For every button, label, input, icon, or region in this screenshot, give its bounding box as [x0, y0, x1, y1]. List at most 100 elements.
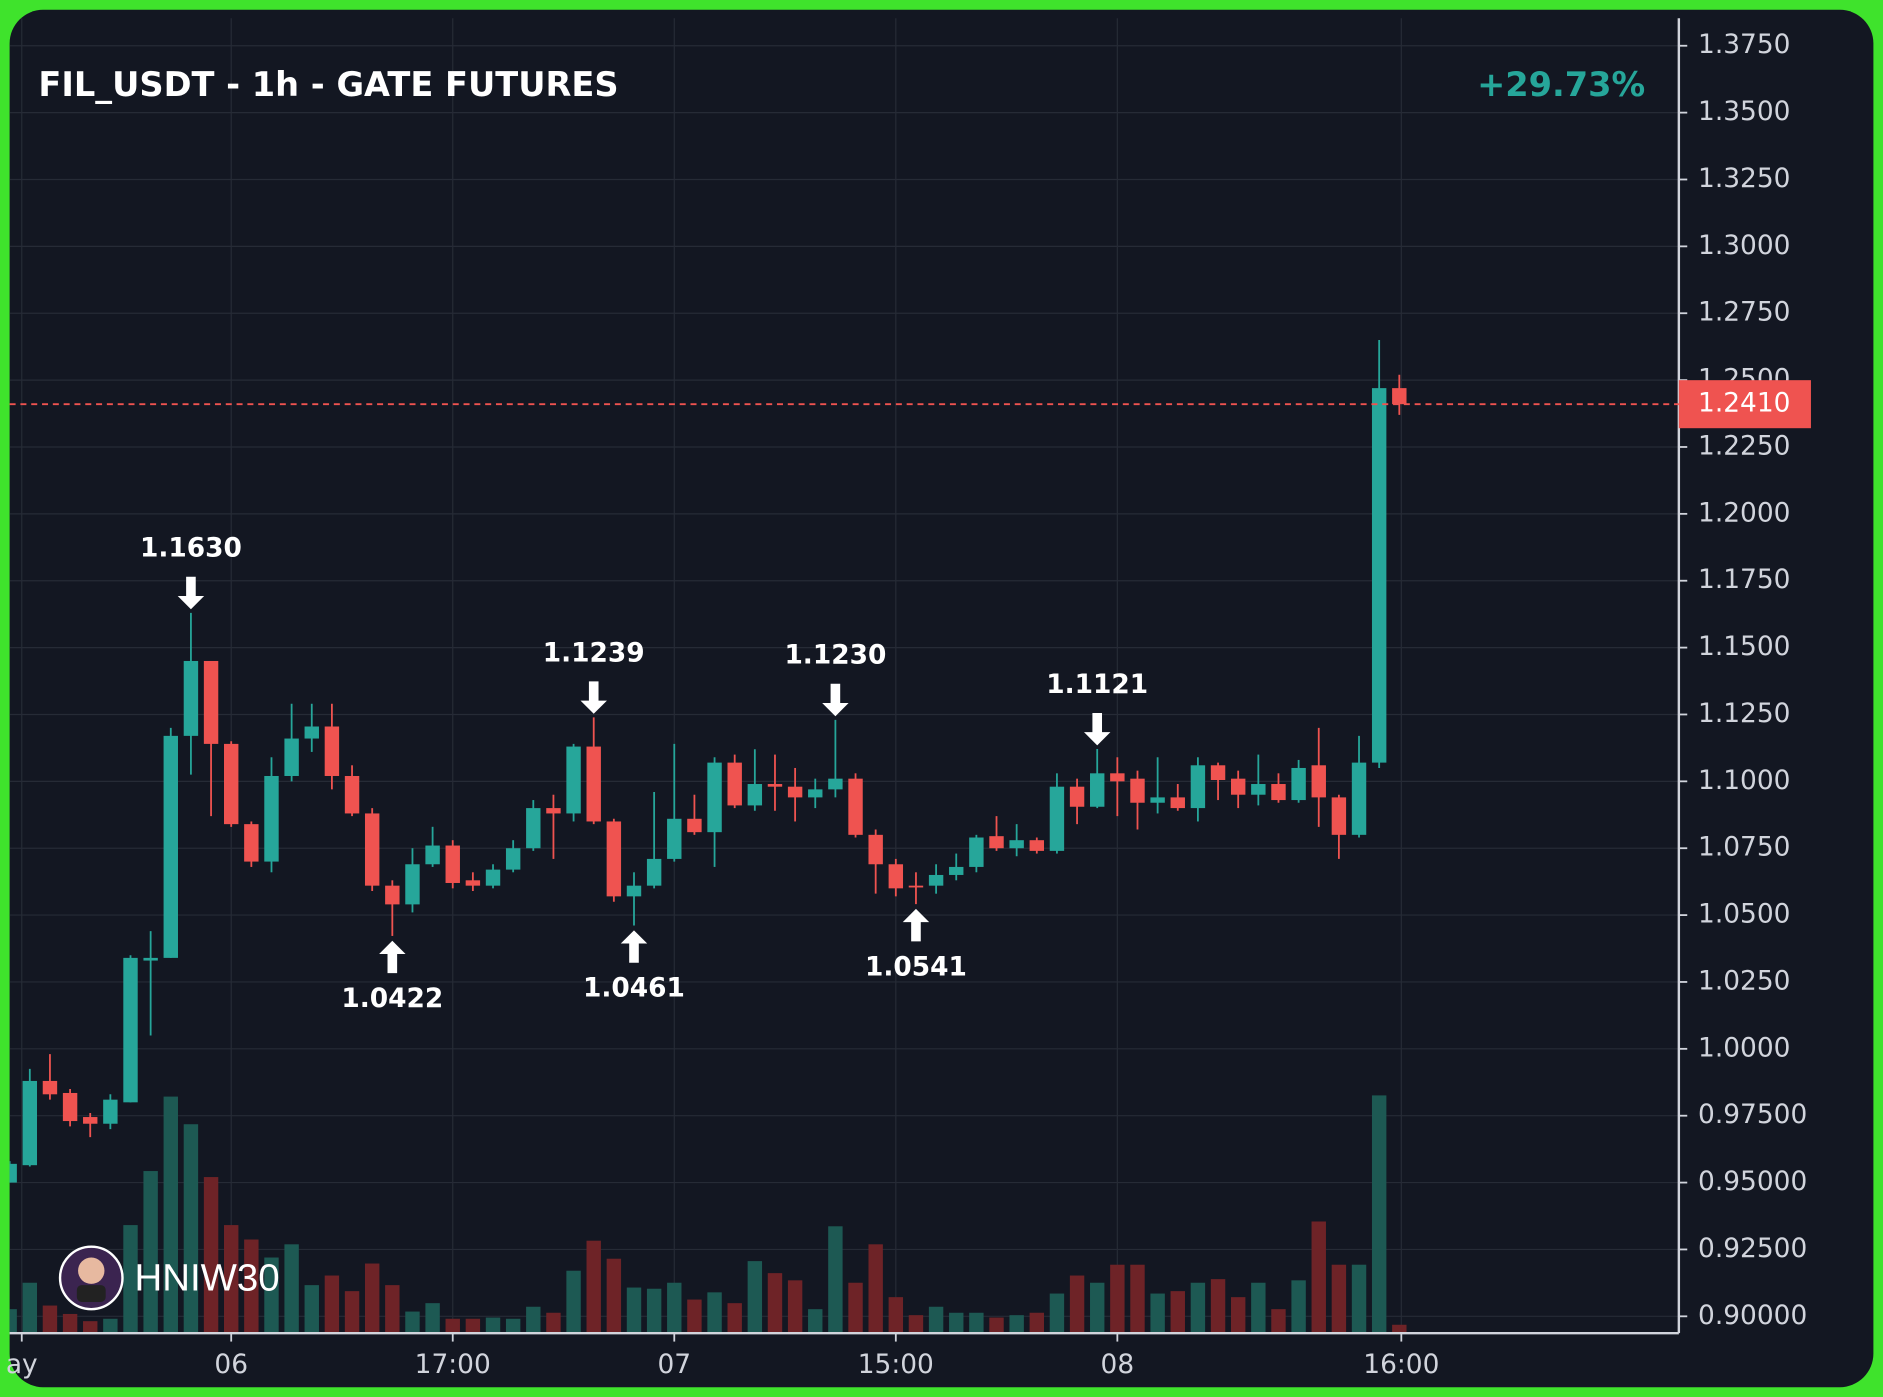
candle-body [103, 1099, 118, 1124]
candle-body [626, 885, 642, 897]
candle-body [848, 778, 863, 835]
candle-body [928, 874, 944, 886]
volume-bar [1029, 1312, 1044, 1334]
volume-bar [848, 1282, 863, 1334]
x-tick-label: 07 [657, 1349, 691, 1380]
volume-bar [626, 1287, 642, 1334]
y-tick-label: 1.3000 [1698, 230, 1790, 261]
candle-body [1210, 765, 1226, 781]
candle-body [324, 726, 340, 776]
volume-bar [244, 1239, 259, 1334]
annotation-label: 1.0541 [865, 951, 967, 982]
candle-body [264, 775, 279, 862]
candle-body [969, 837, 984, 867]
candle-body [1150, 797, 1165, 803]
candle-body [1009, 840, 1024, 849]
candle-body [364, 813, 380, 886]
candle-body [526, 808, 541, 849]
candle-layer [9, 339, 1407, 1183]
volume-bar [747, 1261, 763, 1334]
candle-body [143, 957, 158, 961]
candle-body [747, 784, 763, 806]
volume-bar [1351, 1264, 1367, 1334]
candle-body [1351, 762, 1367, 835]
volume-bar [485, 1317, 501, 1334]
candle-body [646, 858, 662, 886]
chart-title: FIL_USDT - 1h - GATE FUTURES [38, 65, 618, 104]
volume-bar [324, 1275, 340, 1334]
candle-body [1130, 778, 1145, 803]
y-tick-label: 1.2250 [1698, 430, 1790, 461]
volume-bar [344, 1291, 360, 1334]
candle-body [727, 762, 742, 806]
volume-bar [707, 1292, 722, 1334]
volume-bar [22, 1282, 38, 1334]
volume-bar [727, 1303, 742, 1334]
candle-body [1331, 797, 1347, 835]
volume-bar [505, 1318, 521, 1334]
volume-bar [546, 1312, 561, 1334]
y-tick-label: 0.90000 [1698, 1300, 1807, 1331]
annotation-arrow [379, 940, 406, 974]
candle-body [868, 834, 883, 865]
volume-bar [264, 1257, 279, 1334]
candle-body [485, 869, 501, 886]
volume-bar [123, 1225, 138, 1334]
candle-body [445, 845, 460, 883]
volume-bar [1251, 1282, 1266, 1334]
y-tick-label: 1.0500 [1698, 899, 1790, 930]
volume-bar [203, 1177, 219, 1334]
candle-body [385, 885, 400, 905]
annotation-label: 1.1239 [543, 637, 645, 668]
candle-body [344, 775, 360, 814]
candle-body [22, 1080, 38, 1166]
annotation-arrow [620, 930, 648, 963]
y-tick-label: 1.2000 [1698, 497, 1790, 528]
volume-bar [787, 1280, 803, 1334]
candle-body [828, 778, 843, 790]
candle-body [546, 808, 561, 814]
volume-bar [42, 1305, 58, 1334]
x-tick-label: 08 [1101, 1349, 1135, 1380]
volume-bar [1130, 1264, 1145, 1334]
ticks: 0.90000 0.92500 0.95000 0.97500 1.0000 1.0250… [6, 29, 1807, 1380]
volume-bar [606, 1258, 622, 1334]
annotation-label: 1.0422 [341, 983, 443, 1014]
candle-body [1291, 767, 1306, 801]
volume-bar [586, 1240, 601, 1334]
panel [9, 9, 1874, 1388]
y-tick-label: 0.95000 [1698, 1166, 1807, 1197]
volume-bar [888, 1297, 904, 1334]
y-tick-label: 1.3500 [1698, 96, 1790, 127]
candle-body [566, 746, 581, 814]
volume-bar [1210, 1279, 1226, 1334]
annotation-layer: 1.1630 1.0422 1.1239 1.0461 1.1230 1.0541 1.11… [140, 533, 1148, 1014]
annotation-label: 1.1230 [784, 640, 886, 671]
volume-bar [1110, 1264, 1125, 1334]
y-tick-label: 1.1250 [1698, 698, 1790, 729]
annotation-arrow [1084, 712, 1111, 746]
candle-body [667, 818, 682, 859]
candle-body [203, 660, 219, 744]
candle-body [1392, 388, 1407, 405]
y-tick-label: 1.3250 [1698, 163, 1790, 194]
volume-bar [425, 1303, 440, 1334]
volume-bar [1392, 1324, 1407, 1334]
candle-body [707, 762, 722, 833]
volume-bar [62, 1313, 78, 1334]
y-tick-label: 1.1500 [1698, 631, 1790, 662]
volume-bar [9, 1309, 17, 1334]
volume-bar [646, 1288, 662, 1334]
candle-body [183, 660, 199, 736]
volume-bar [83, 1321, 98, 1334]
volume-bar [989, 1317, 1004, 1334]
candle-body [888, 864, 904, 889]
volume-bar [1371, 1095, 1387, 1334]
candle-body [808, 789, 823, 798]
candle-body [163, 735, 178, 958]
volume-bar [1170, 1291, 1185, 1334]
volume-bar [103, 1318, 118, 1334]
candle-body [1110, 773, 1125, 782]
